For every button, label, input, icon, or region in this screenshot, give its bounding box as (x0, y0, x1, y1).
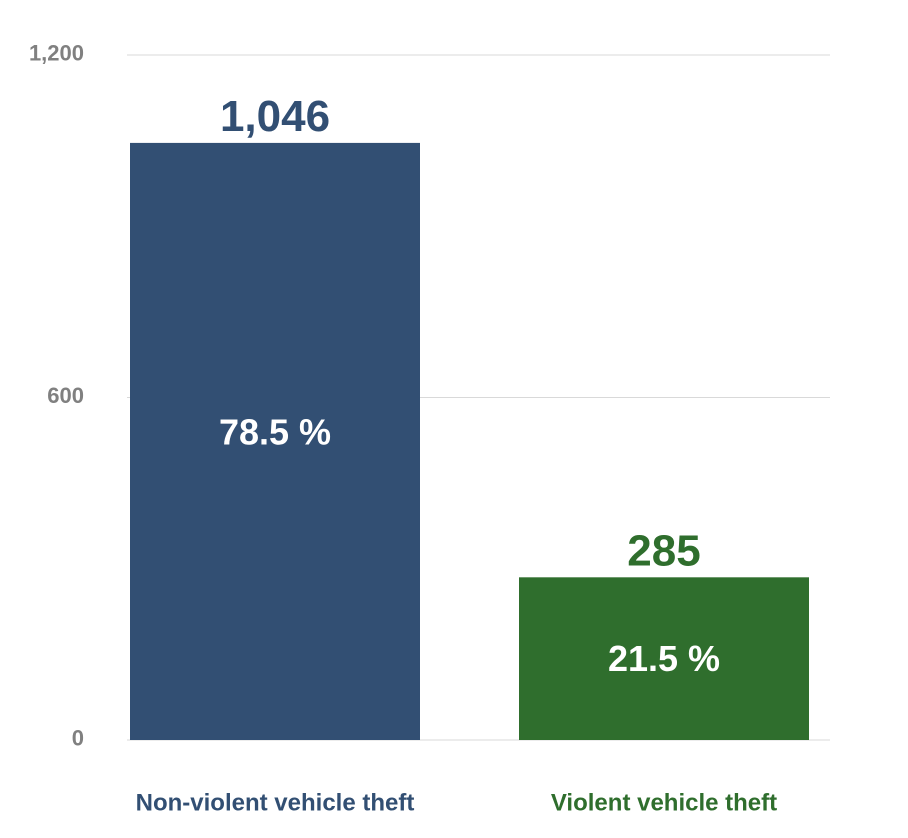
y-axis-ticks: 0 600 1,200 (29, 41, 84, 751)
y-tick-label: 0 (72, 726, 84, 751)
category-labels: Non-violent vehicle theft Violent vehicle… (136, 790, 777, 817)
category-label: Violent vehicle theft (551, 790, 777, 817)
category-label: Non-violent vehicle theft (136, 790, 415, 817)
bar-value-label: 1,046 (220, 92, 330, 141)
y-tick-label: 600 (47, 383, 84, 408)
bar-percent-label: 21.5 % (608, 638, 720, 679)
bar (130, 142, 420, 741)
bar-value-label: 285 (627, 526, 700, 575)
y-tick-label: 1,200 (29, 41, 84, 66)
bar-percent-label: 78.5 % (219, 412, 331, 453)
data-labels: 1,046 78.5 % 285 21.5 % (219, 92, 720, 679)
bars (130, 142, 809, 741)
bar (519, 577, 809, 740)
